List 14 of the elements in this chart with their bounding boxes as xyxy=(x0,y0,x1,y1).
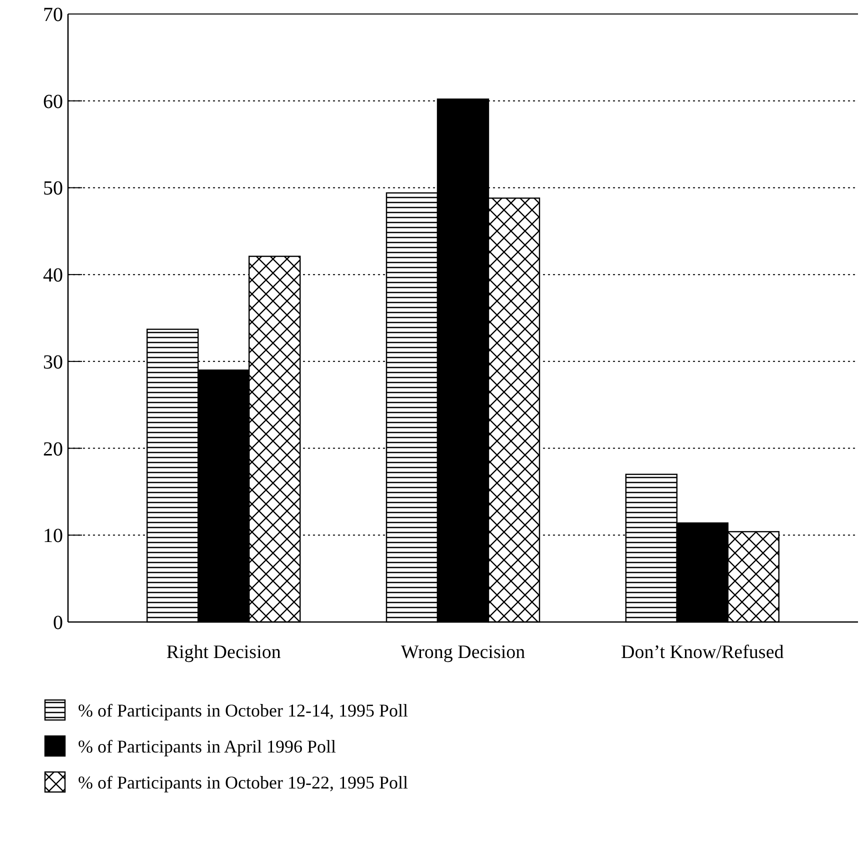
y-tick-label: 30 xyxy=(43,351,63,374)
x-tick-label: Wrong Decision xyxy=(400,642,526,663)
legend-label: % of Participants in October 12-14, 1995 Poll xyxy=(78,700,408,720)
x-tick-label: Right Decision xyxy=(166,642,282,663)
y-tick-label: 50 xyxy=(43,178,63,200)
x-tick-label: Don’t Know/Refused xyxy=(621,642,784,663)
y-tick-label: 70 xyxy=(43,4,63,26)
y-tick-label: 20 xyxy=(43,438,63,460)
y-tick-label: 10 xyxy=(43,525,63,548)
legend-label: % of Participants in April 1996 Poll xyxy=(78,736,336,756)
y-tick-label: 40 xyxy=(43,264,63,287)
y-tick-label: 0 xyxy=(53,612,63,634)
legend-label: % of Participants in October 19-22, 1995 Poll xyxy=(78,772,408,792)
y-tick-label: 60 xyxy=(43,90,63,113)
